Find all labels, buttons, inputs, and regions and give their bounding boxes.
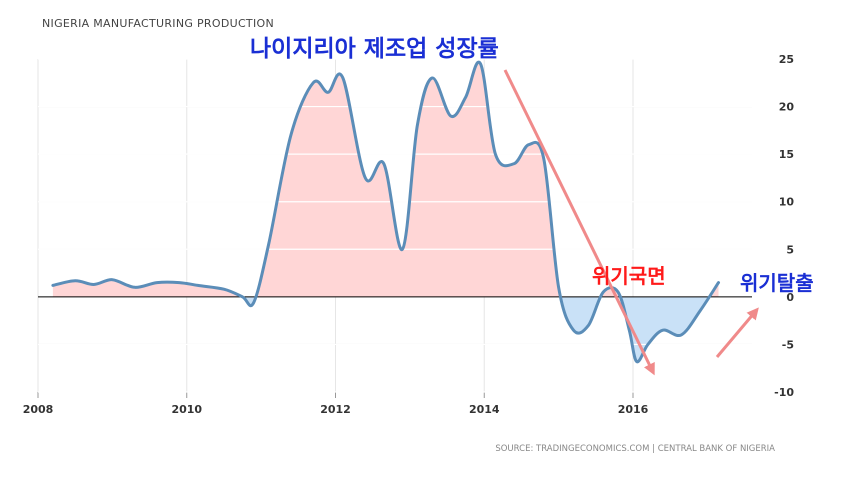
annotation-crisis: 위기국면 (592, 264, 666, 288)
production-line (51, 60, 720, 364)
y-tick-label: 10 (779, 196, 795, 209)
annotation-escape: 위기탈출 (740, 271, 814, 295)
y-tick-label: 0 (786, 291, 794, 304)
series-line (51, 60, 720, 364)
trend-arrows (503, 69, 759, 376)
axis-labels: 25 20 15 10 5 0 -5 -10 2008 2010 2012 2014 2016 (23, 53, 795, 416)
y-tick-label: 5 (786, 243, 794, 256)
x-tick-label: 2014 (469, 403, 500, 416)
chart-title: NIGERIA MANUFACTURING PRODUCTION (42, 17, 274, 30)
y-tick-label: 20 (779, 101, 795, 114)
y-tick-label: 15 (779, 148, 794, 161)
y-tick-label: -5 (782, 338, 794, 351)
recovery-arrow (715, 307, 759, 358)
annotation-title: 나이지리아 제조업 성장률 (250, 36, 499, 62)
chart-source: SOURCE: TRADINGECONOMICS.COM | CENTRAL B… (495, 444, 775, 454)
x-tick-label: 2016 (618, 403, 649, 416)
x-tick-label: 2012 (320, 403, 351, 416)
negative-area (52, 296, 719, 362)
decline-arrow (503, 69, 655, 376)
series-points (52, 63, 719, 362)
x-tick-label: 2008 (23, 403, 54, 416)
x-tick-label: 2010 (171, 403, 202, 416)
y-tick-label: 25 (779, 53, 794, 66)
y-tick-label: -10 (774, 386, 794, 399)
